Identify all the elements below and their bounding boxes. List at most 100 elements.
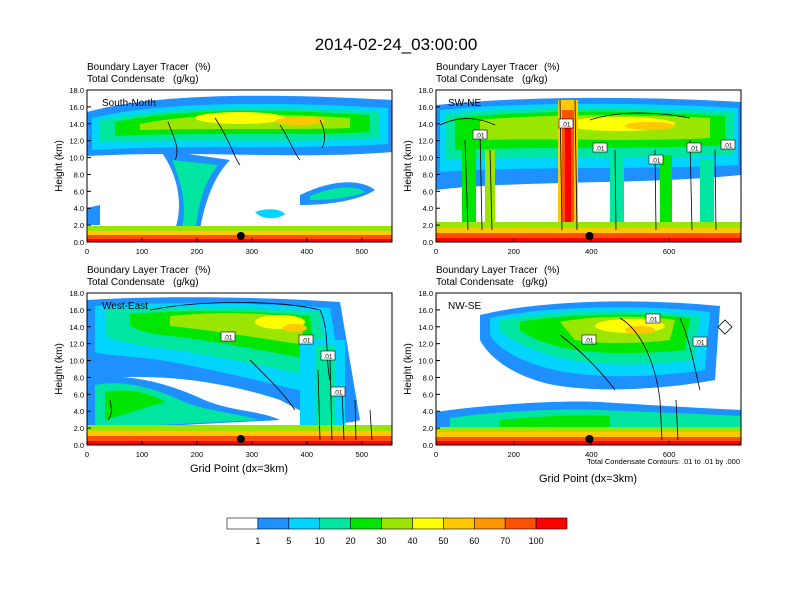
panel-title-line2: Total Condensate [87,277,165,288]
y-tick-label: 14.0 [418,120,433,129]
y-tick-label: 2.0 [74,424,84,433]
x-tick-label: 0 [85,247,89,256]
y-axis-label: Height (km) [54,343,65,395]
x-tick-label: 400 [301,450,314,459]
x-tick-label: 600 [663,247,676,256]
x-tick-label: 200 [507,247,520,256]
contour-label-box [581,334,597,345]
x-tick-label: 200 [191,450,204,459]
panel-label: SW-NE [448,98,481,109]
panel-title-line1: Boundary Layer Tracer [436,265,538,276]
panel-west-east: Boundary Layer Tracer (%) Total Condensa… [54,265,393,475]
plot-frame [435,292,742,446]
x-axis-label: Grid Point (dx=3km) [539,473,637,485]
contour-label-box [592,142,608,153]
y-tick-label: 10.0 [418,357,433,366]
panel-title-unit2: (g/kg) [173,277,199,288]
panel-south-north: Boundary Layer Tracer (%) Total Condensa… [54,62,393,256]
heatmap-field [436,97,741,242]
x-tick-label: 500 [356,450,369,459]
x-tick-label: 400 [585,247,598,256]
panel-title-unit2: (g/kg) [522,74,548,85]
contour-label-box [692,336,708,347]
y-tick-label: 16.0 [418,103,433,112]
contour-label: .01 [723,143,732,150]
contour-label-box [645,313,661,324]
y-tick-label: 4.0 [74,407,84,416]
panel-title-line1: Boundary Layer Tracer [87,62,189,73]
contour-label: .01 [689,146,698,153]
figure-title: 2014-02-24_03:00:00 [315,35,478,54]
x-tick-label: 300 [246,247,259,256]
y-tick-label: 18.0 [418,86,433,95]
y-tick-label: 2.0 [423,424,433,433]
colorbar-label: 60 [469,536,479,546]
panel-nw-se: Boundary Layer Tracer (%) Total Condensa… [403,265,742,485]
colorbar-label: 40 [407,536,417,546]
contour-label: .01 [301,338,310,345]
colorbar-label: 20 [346,536,356,546]
contour-label: .01 [333,390,342,397]
contour-label-box [558,118,574,129]
y-tick-label: 18.0 [69,289,84,298]
colorbar-label: 70 [500,536,510,546]
y-tick-label: 0.0 [423,238,433,247]
y-tick-label: 12.0 [69,137,84,146]
y-tick-label: 6.0 [74,187,84,196]
x-tick-label: 400 [301,247,314,256]
colorbar: 1 5 10 20 30 40 50 60 70 100 [226,517,568,546]
y-tick-label: 14.0 [418,323,433,332]
y-tick-label: 8.0 [423,373,433,382]
panel-title-unit1: (%) [195,265,211,276]
colorbar-label: 30 [377,536,387,546]
x-tick-label: 200 [507,450,520,459]
colorbar-swatch [350,517,382,530]
plot-frame [86,89,393,243]
contour-label-box [686,142,702,153]
colorbar-swatch [381,517,413,530]
y-tick-label: 4.0 [423,407,433,416]
y-tick-label: 12.0 [418,340,433,349]
contour-label: .01 [651,158,660,165]
contour-note: Total Condensate Contours: .01 to .01 by… [587,457,740,466]
y-tick-label: 6.0 [74,390,84,399]
x-tick-label: 0 [434,450,438,459]
colorbar-swatch [473,517,506,530]
panel-title-unit2: (g/kg) [522,277,548,288]
y-tick-label: 4.0 [74,204,84,213]
contour-label: .01 [648,317,657,324]
location-marker [236,232,245,240]
contour-label-box [720,139,736,150]
y-tick-label: 4.0 [423,204,433,213]
panel-label: South-North [102,98,156,109]
y-tick-label: 14.0 [69,120,84,129]
location-marker [236,435,245,443]
x-tick-label: 500 [356,247,369,256]
x-tick-label: 100 [136,247,149,256]
heatmap-field [436,301,741,445]
x-tick-label: 400 [585,450,598,459]
colorbar-swatch [443,517,475,530]
colorbar-swatch [226,517,259,530]
y-tick-label: 8.0 [423,170,433,179]
y-tick-label: 18.0 [418,289,433,298]
location-marker [585,435,594,443]
plot-frame [86,292,393,446]
panel-title-line2: Total Condensate [87,74,165,85]
panel-label: NW-SE [448,301,481,312]
y-tick-label: 2.0 [423,221,433,230]
x-tick-label: 100 [136,450,149,459]
y-tick-label: 0.0 [74,238,84,247]
y-tick-label: 16.0 [69,103,84,112]
x-axis-label: Grid Point (dx=3km) [190,463,288,475]
x-tick-label: 200 [191,247,204,256]
y-tick-label: 0.0 [74,441,84,450]
y-tick-label: 10.0 [69,154,84,163]
plot-frame [435,89,742,243]
panel-title-unit1: (%) [544,265,560,276]
contour-label-box [472,129,488,140]
heatmap-field [87,95,392,242]
y-tick-label: 14.0 [69,323,84,332]
colorbar-swatch [535,517,568,530]
